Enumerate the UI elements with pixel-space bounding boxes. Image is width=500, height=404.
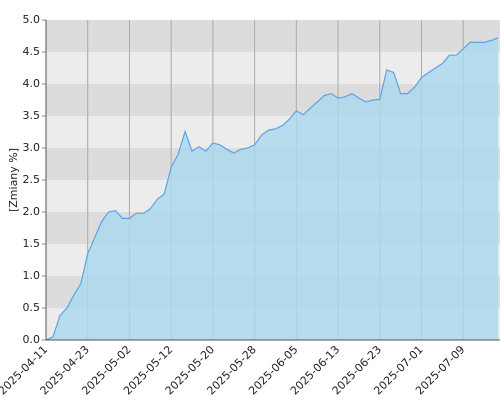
y-tick-label: 0.5 xyxy=(23,301,41,314)
y-tick-label: 1.5 xyxy=(23,237,41,250)
y-tick-label: 2.5 xyxy=(23,173,41,186)
y-tick-label: 3.0 xyxy=(23,141,41,154)
y-axis-label: [Zmiany %] xyxy=(7,148,20,212)
band xyxy=(46,20,500,52)
y-tick-label: 1.0 xyxy=(23,269,41,282)
y-tick-label: 4.0 xyxy=(23,77,41,90)
y-tick-label: 4.5 xyxy=(23,45,41,58)
y-tick-label: 3.5 xyxy=(23,109,41,122)
y-tick-label: 0.0 xyxy=(23,333,41,346)
y-tick-label: 5.0 xyxy=(23,13,41,26)
line xyxy=(45,37,499,341)
y-tick-label: 2.0 xyxy=(23,205,41,218)
area xyxy=(46,37,498,341)
